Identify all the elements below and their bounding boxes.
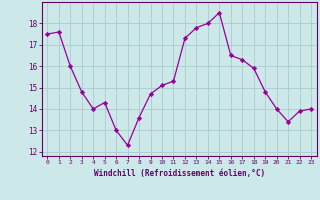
X-axis label: Windchill (Refroidissement éolien,°C): Windchill (Refroidissement éolien,°C) bbox=[94, 169, 265, 178]
